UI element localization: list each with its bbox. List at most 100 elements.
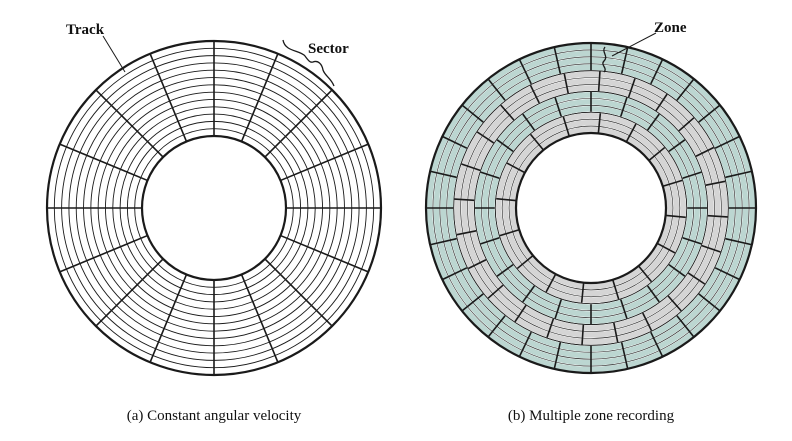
caption-cav: (a) Constant angular velocity bbox=[127, 408, 302, 424]
sector-boundary bbox=[149, 274, 188, 363]
sector-boundary bbox=[554, 97, 563, 117]
sector-boundary bbox=[461, 293, 484, 312]
sector-boundary bbox=[496, 139, 514, 153]
sector-boundary bbox=[597, 71, 601, 92]
sector-boundary bbox=[487, 78, 506, 101]
sector-boundary bbox=[678, 117, 695, 132]
sector-boundary bbox=[280, 143, 369, 182]
sector-boundary bbox=[676, 315, 695, 338]
sector-boundary bbox=[467, 259, 487, 270]
sector-boundary bbox=[442, 135, 468, 149]
sector-boundary bbox=[264, 258, 333, 327]
track-ring bbox=[467, 84, 715, 332]
sector-boundary bbox=[612, 280, 620, 300]
sector-boundary bbox=[619, 97, 628, 117]
zone-leader-line bbox=[611, 32, 657, 57]
sector-boundary bbox=[725, 237, 752, 246]
inner-edge bbox=[514, 131, 668, 285]
sector-boundary bbox=[701, 244, 721, 253]
sector-boundary bbox=[454, 198, 475, 202]
sector-boundary bbox=[95, 89, 164, 158]
sector-boundary bbox=[264, 89, 333, 158]
outer-edge bbox=[424, 41, 758, 375]
track-leader-line bbox=[102, 35, 126, 73]
sector-boundary bbox=[496, 197, 516, 202]
sector-boundary bbox=[619, 299, 628, 319]
sector-boundary bbox=[676, 78, 695, 101]
sector-boundary bbox=[625, 123, 637, 142]
sector-boundary bbox=[642, 312, 653, 332]
sector-boundary bbox=[707, 214, 728, 218]
sector-boundary bbox=[442, 267, 468, 281]
sector-boundary bbox=[487, 315, 506, 338]
sector-boundary bbox=[655, 93, 668, 112]
zone-boundary bbox=[494, 111, 688, 305]
sector-boundary bbox=[650, 59, 664, 85]
sector-boundary bbox=[646, 285, 660, 303]
sector-boundary bbox=[650, 331, 664, 357]
sector-boundary bbox=[563, 73, 569, 94]
sector-boundary bbox=[545, 274, 557, 293]
sector-boundary bbox=[620, 47, 629, 74]
sector-boundary bbox=[59, 143, 148, 182]
sector-boundary bbox=[59, 234, 148, 273]
track-ring bbox=[501, 118, 681, 298]
sector-boundary bbox=[668, 139, 686, 153]
sector-boundary bbox=[506, 162, 525, 174]
sector-boundary bbox=[597, 113, 602, 133]
sector-boundary bbox=[667, 295, 682, 312]
cav-disk bbox=[45, 39, 383, 377]
sector-boundary bbox=[648, 146, 666, 161]
sector-boundary bbox=[714, 267, 740, 281]
sector-boundary bbox=[682, 236, 702, 245]
sector-boundary bbox=[514, 304, 527, 323]
sector-boundary bbox=[562, 116, 570, 136]
sector-boundary bbox=[95, 258, 164, 327]
sector-boundary bbox=[496, 263, 514, 277]
sector-boundary bbox=[500, 104, 515, 121]
zone-boundary bbox=[474, 91, 708, 325]
sector-boundary bbox=[240, 53, 279, 142]
sector-boundary bbox=[666, 214, 686, 219]
sector-boundary bbox=[646, 113, 660, 131]
sector-boundary bbox=[480, 171, 500, 180]
sector-boundary bbox=[518, 331, 532, 357]
sector-boundary bbox=[581, 324, 585, 345]
mzr-disk bbox=[424, 41, 758, 375]
sector-brace bbox=[282, 39, 335, 87]
track-ring bbox=[460, 77, 722, 339]
sector-boundary bbox=[714, 135, 740, 149]
sector-boundary bbox=[580, 283, 585, 303]
sector-boundary bbox=[620, 342, 629, 369]
sector-boundary bbox=[529, 84, 540, 104]
sector-boundary bbox=[613, 322, 619, 343]
sector-boundary bbox=[553, 47, 562, 74]
sector-boundary bbox=[698, 293, 721, 312]
sector-boundary bbox=[516, 255, 534, 270]
sector-boundary bbox=[705, 180, 726, 186]
sector-boundary bbox=[487, 284, 504, 299]
sector-boundary bbox=[480, 236, 500, 245]
sector-boundary bbox=[461, 163, 481, 172]
track-ring bbox=[508, 125, 674, 291]
sector-boundary bbox=[695, 146, 715, 157]
disk-hole bbox=[516, 133, 666, 283]
inner-edge bbox=[140, 134, 288, 282]
sector-boundary bbox=[627, 78, 636, 98]
sector-label: Sector bbox=[308, 41, 349, 57]
sector-boundary bbox=[456, 230, 477, 236]
sector-boundary bbox=[682, 171, 702, 180]
sector-boundary bbox=[280, 234, 369, 273]
sector-boundary bbox=[522, 285, 536, 303]
sector-boundary bbox=[657, 242, 676, 254]
caption-mzr: (b) Multiple zone recording bbox=[508, 408, 675, 424]
sector-boundary bbox=[430, 237, 457, 246]
sector-boundary bbox=[522, 113, 536, 131]
zone-boundary bbox=[453, 70, 729, 346]
sector-boundary bbox=[430, 170, 457, 179]
zone-label: Zone bbox=[654, 20, 687, 36]
sector-boundary bbox=[461, 104, 484, 123]
track-label: Track bbox=[66, 22, 105, 38]
sector-boundary bbox=[149, 53, 188, 142]
